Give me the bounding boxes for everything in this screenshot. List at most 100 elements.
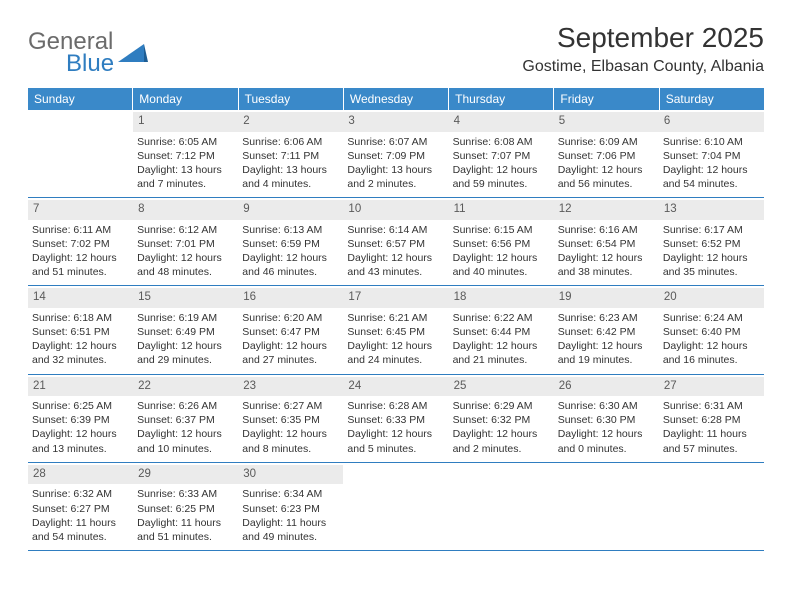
sunrise-text: Sunrise: 6:32 AM — [32, 487, 129, 501]
daylight-text: Daylight: 12 hours and 54 minutes. — [663, 163, 760, 191]
weekday-header: Monday — [133, 88, 238, 110]
day-cell: 9Sunrise: 6:13 AMSunset: 6:59 PMDaylight… — [238, 198, 343, 285]
weekday-header-row: Sunday Monday Tuesday Wednesday Thursday… — [28, 88, 764, 110]
daylight-text: Daylight: 12 hours and 0 minutes. — [558, 427, 655, 455]
day-cell: 20Sunrise: 6:24 AMSunset: 6:40 PMDayligh… — [659, 286, 764, 373]
sunset-text: Sunset: 6:47 PM — [242, 325, 339, 339]
empty-cell — [449, 463, 554, 550]
day-number: 15 — [133, 288, 238, 308]
day-cell: 21Sunrise: 6:25 AMSunset: 6:39 PMDayligh… — [28, 375, 133, 462]
sunset-text: Sunset: 7:12 PM — [137, 149, 234, 163]
day-cell: 12Sunrise: 6:16 AMSunset: 6:54 PMDayligh… — [554, 198, 659, 285]
sunrise-text: Sunrise: 6:24 AM — [663, 311, 760, 325]
logo-word2: Blue — [66, 52, 114, 76]
logo: General Blue — [28, 30, 148, 76]
daylight-text: Daylight: 12 hours and 8 minutes. — [242, 427, 339, 455]
day-number: 3 — [343, 112, 448, 132]
day-number: 6 — [659, 112, 764, 132]
sunset-text: Sunset: 6:54 PM — [558, 237, 655, 251]
header: General Blue September 2025 Gostime, Elb… — [28, 22, 764, 84]
sunset-text: Sunset: 7:04 PM — [663, 149, 760, 163]
sunrise-text: Sunrise: 6:34 AM — [242, 487, 339, 501]
sunrise-text: Sunrise: 6:30 AM — [558, 399, 655, 413]
day-number: 17 — [343, 288, 448, 308]
day-number: 10 — [343, 200, 448, 220]
sunset-text: Sunset: 6:56 PM — [453, 237, 550, 251]
day-number: 19 — [554, 288, 659, 308]
month-title: September 2025 — [522, 22, 764, 54]
day-cell: 29Sunrise: 6:33 AMSunset: 6:25 PMDayligh… — [133, 463, 238, 550]
sunset-text: Sunset: 6:57 PM — [347, 237, 444, 251]
day-cell: 16Sunrise: 6:20 AMSunset: 6:47 PMDayligh… — [238, 286, 343, 373]
daylight-text: Daylight: 11 hours and 49 minutes. — [242, 516, 339, 544]
sunrise-text: Sunrise: 6:09 AM — [558, 135, 655, 149]
daylight-text: Daylight: 13 hours and 7 minutes. — [137, 163, 234, 191]
day-number: 13 — [659, 200, 764, 220]
daylight-text: Daylight: 12 hours and 16 minutes. — [663, 339, 760, 367]
empty-cell — [28, 110, 133, 197]
day-number: 25 — [449, 377, 554, 397]
sunrise-text: Sunrise: 6:07 AM — [347, 135, 444, 149]
day-cell: 24Sunrise: 6:28 AMSunset: 6:33 PMDayligh… — [343, 375, 448, 462]
daylight-text: Daylight: 12 hours and 59 minutes. — [453, 163, 550, 191]
day-cell: 4Sunrise: 6:08 AMSunset: 7:07 PMDaylight… — [449, 110, 554, 197]
sunrise-text: Sunrise: 6:08 AM — [453, 135, 550, 149]
daylight-text: Daylight: 11 hours and 54 minutes. — [32, 516, 129, 544]
sunrise-text: Sunrise: 6:17 AM — [663, 223, 760, 237]
day-number: 20 — [659, 288, 764, 308]
day-cell: 3 Sunrise: 6:07 AMSunset: 7:09 PMDaylight… — [343, 110, 448, 197]
daylight-text: Daylight: 12 hours and 24 minutes. — [347, 339, 444, 367]
sunrise-text: Sunrise: 6:29 AM — [453, 399, 550, 413]
weekday-header: Saturday — [660, 88, 764, 110]
sunset-text: Sunset: 6:27 PM — [32, 502, 129, 516]
sunset-text: Sunset: 6:39 PM — [32, 413, 129, 427]
day-cell: 27Sunrise: 6:31 AMSunset: 6:28 PMDayligh… — [659, 375, 764, 462]
daylight-text: Daylight: 13 hours and 2 minutes. — [347, 163, 444, 191]
sunset-text: Sunset: 7:09 PM — [347, 149, 444, 163]
day-number: 7 — [28, 200, 133, 220]
week-row: 28Sunrise: 6:32 AMSunset: 6:27 PMDayligh… — [28, 463, 764, 551]
weekday-header: Wednesday — [344, 88, 449, 110]
day-cell: 7Sunrise: 6:11 AMSunset: 7:02 PMDaylight… — [28, 198, 133, 285]
week-row: 7 Sunrise: 6:11 AMSunset: 7:02 PM Daylight… — [28, 198, 764, 286]
day-cell: 11Sunrise: 6:15 AMSunset: 6:56 PMDayligh… — [449, 198, 554, 285]
sunset-text: Sunset: 7:02 PM — [32, 237, 129, 251]
sunrise-text: Sunrise: 6:19 AM — [137, 311, 234, 325]
day-number: 23 — [238, 377, 343, 397]
daylight-text: Daylight: 12 hours and 2 minutes. — [453, 427, 550, 455]
sunrise-text: Sunrise: 6:13 AM — [242, 223, 339, 237]
day-number: 30 — [238, 465, 343, 485]
sunset-text: Sunset: 6:45 PM — [347, 325, 444, 339]
day-cell: 23Sunrise: 6:27 AMSunset: 6:35 PMDayligh… — [238, 375, 343, 462]
daylight-text: Daylight: 12 hours and 10 minutes. — [137, 427, 234, 455]
day-cell: 13Sunrise: 6:17 AMSunset: 6:52 PMDayligh… — [659, 198, 764, 285]
sunrise-text: Sunrise: 6:20 AM — [242, 311, 339, 325]
daylight-text: Daylight: 11 hours and 57 minutes. — [663, 427, 760, 455]
sunrise-text: Sunrise: 6:05 AM — [137, 135, 234, 149]
sunrise-text: Sunrise: 6:12 AM — [137, 223, 234, 237]
sunrise-text: Sunrise: 6:11 AM — [32, 223, 129, 237]
day-number: 18 — [449, 288, 554, 308]
sunrise-text: Sunrise: 6:16 AM — [558, 223, 655, 237]
daylight-text: Daylight: 12 hours and 32 minutes. — [32, 339, 129, 367]
weekday-header: Thursday — [449, 88, 554, 110]
day-number: 5 — [554, 112, 659, 132]
daylight-text: Daylight: 12 hours and 21 minutes. — [453, 339, 550, 367]
day-cell: 5Sunrise: 6:09 AMSunset: 7:06 PMDaylight… — [554, 110, 659, 197]
sunrise-text: Sunrise: 6:14 AM — [347, 223, 444, 237]
weekday-header: Sunday — [28, 88, 133, 110]
logo-text: General Blue — [28, 30, 114, 76]
sunrise-text: Sunrise: 6:28 AM — [347, 399, 444, 413]
day-number: 28 — [28, 465, 133, 485]
daylight-text: Daylight: 13 hours and 4 minutes. — [242, 163, 339, 191]
sunrise-text: Sunrise: 6:25 AM — [32, 399, 129, 413]
sunset-text: Sunset: 6:59 PM — [242, 237, 339, 251]
sunrise-text: Sunrise: 6:23 AM — [558, 311, 655, 325]
sunrise-text: Sunrise: 6:31 AM — [663, 399, 760, 413]
daylight-text: Daylight: 12 hours and 46 minutes. — [242, 251, 339, 279]
sunset-text: Sunset: 6:52 PM — [663, 237, 760, 251]
sunset-text: Sunset: 6:32 PM — [453, 413, 550, 427]
daylight-text: Daylight: 12 hours and 13 minutes. — [32, 427, 129, 455]
day-cell: 19Sunrise: 6:23 AMSunset: 6:42 PMDayligh… — [554, 286, 659, 373]
day-number: 8 — [133, 200, 238, 220]
